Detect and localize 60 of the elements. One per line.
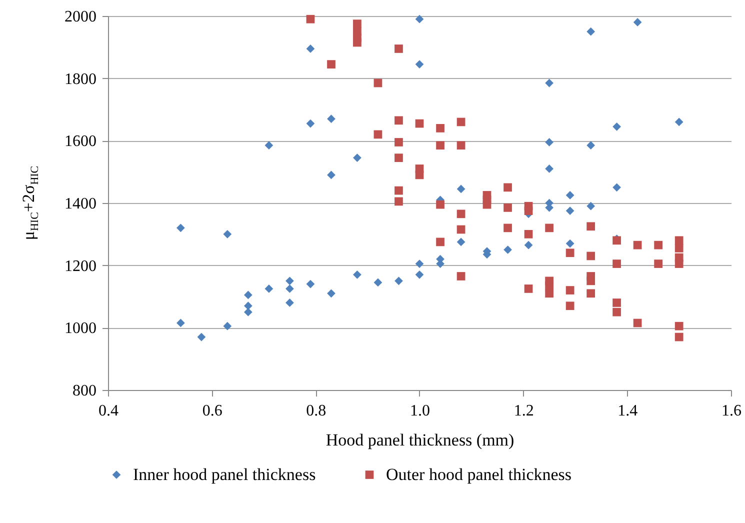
point [223,322,232,330]
y-tick-label: 1000 [64,320,96,338]
point [415,60,424,68]
point [545,78,554,88]
y-tick-label: 1200 [64,258,96,275]
legend-label: Outer hood panel thickness [386,464,572,484]
point [286,276,294,286]
y-tick-label: 2000 [64,8,96,26]
point [244,290,252,300]
x-tick-label: 1.6 [722,402,742,420]
point [415,260,424,268]
point [586,202,596,210]
x-tick-label: 1.2 [514,402,534,420]
point [286,284,294,293]
y-tick-label: 1800 [64,70,96,88]
point [327,289,336,298]
point [545,138,554,146]
point [394,276,403,286]
point [306,44,315,53]
point [504,246,512,254]
point [456,238,466,246]
point [327,114,336,124]
point [327,170,336,180]
x-axis-title: Hood panel thickness (mm) [326,430,514,450]
x-tick-label: 0.6 [202,402,222,420]
y-tick-label: 1600 [64,133,96,150]
point [566,239,574,248]
point [353,270,362,279]
legend-label: Inner hood panel thickness [133,464,316,484]
point [674,118,684,126]
point [264,141,274,150]
point [566,191,574,200]
point [353,154,362,162]
point [176,318,185,328]
point [586,141,596,150]
point [306,119,315,128]
point [456,184,466,194]
point [223,230,232,238]
point [415,14,424,24]
point [545,164,554,173]
point [633,18,642,26]
point [264,284,274,293]
point [586,27,596,36]
x-tick-label: 0.4 [98,402,118,420]
y-tick-label: 800 [72,382,96,400]
point [612,122,621,131]
y-tick-label: 1400 [64,196,96,212]
point [612,183,621,192]
point [244,308,252,316]
point [374,278,382,287]
point [415,270,424,279]
x-tick-label: 1.0 [410,402,430,420]
point [306,280,315,288]
point [566,206,574,215]
x-tick-label: 0.8 [306,402,326,420]
point [197,332,206,342]
x-tick-label: 1.4 [618,402,638,420]
point [524,240,533,250]
point [286,298,294,307]
point [176,224,185,232]
